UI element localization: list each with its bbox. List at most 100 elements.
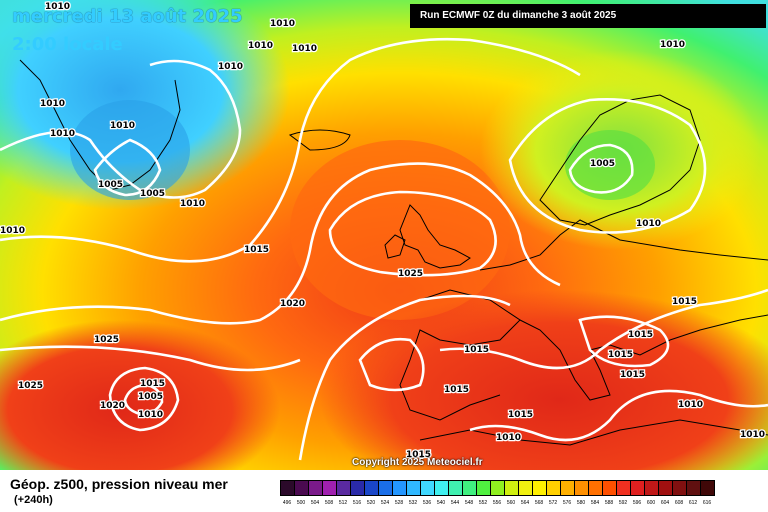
south-warm-area	[320, 290, 768, 470]
scale-swatch	[532, 480, 547, 496]
scale-label: 616	[702, 500, 712, 506]
run-info: Run ECMWF 0Z du dimanche 3 août 2025	[410, 4, 766, 28]
scale-label: 604	[660, 500, 670, 506]
scale-swatch	[434, 480, 449, 496]
isobar-label: 1020	[100, 401, 125, 411]
scandinavia-low-core	[565, 130, 655, 200]
isobar-1020-south	[298, 294, 511, 461]
isobar-1010-low	[123, 383, 164, 416]
copyright: Copyright 2025 Meteociel.fr	[352, 457, 483, 468]
isobar-label: 1015	[244, 245, 269, 255]
isobar-label: 1015	[140, 379, 165, 389]
isobar-1025-west	[0, 345, 301, 372]
isobar-label: 1025	[18, 381, 43, 391]
isobar-label: 1010	[636, 219, 661, 229]
scale-label: 544	[450, 500, 460, 506]
isobar-label: 1010	[660, 40, 685, 50]
isobar-1015-north	[0, 37, 581, 263]
isobar-label: 1010	[270, 19, 295, 29]
isobar-label: 1010	[40, 99, 65, 109]
southwest-warm-area	[0, 320, 280, 470]
isobar-label: 1015	[464, 345, 489, 355]
scale-swatch	[658, 480, 673, 496]
britain-coast	[399, 204, 471, 269]
scale-label: 568	[534, 500, 544, 506]
scale-swatch	[602, 480, 617, 496]
scale-label: 596	[632, 500, 642, 506]
isobar-label: 1010	[218, 62, 243, 72]
legend-footer: Géop. z500, pression niveau mer (+240h) …	[0, 470, 768, 512]
scale-label: 512	[338, 500, 348, 506]
scale-swatch	[644, 480, 659, 496]
isobar-label: 1010	[292, 44, 317, 54]
scale-label: 548	[464, 500, 474, 506]
isobar-label: 1025	[398, 269, 423, 279]
scale-swatch	[378, 480, 393, 496]
isobar-1005-scandinavia	[568, 143, 634, 194]
north-africa-coast	[419, 419, 768, 446]
isobar-label: 1015	[508, 410, 533, 420]
isobar-label: 1015	[608, 350, 633, 360]
scale-swatch	[448, 480, 463, 496]
isobar-labels: 1010 1010 1010 1010 1010 1010 1010 1010 …	[0, 1, 766, 462]
scale-swatch	[406, 480, 421, 496]
scale-label: 592	[618, 500, 628, 506]
scale-label: 560	[506, 500, 516, 506]
isobar-label: 1015	[672, 297, 697, 307]
isobar-label: 1010	[496, 433, 521, 443]
mediterranean-coast	[519, 314, 768, 401]
scale-label: 500	[296, 500, 306, 506]
isobar-1010-scandinavia	[508, 98, 707, 234]
scale-swatch	[392, 480, 407, 496]
isobar-1025-uk	[328, 190, 497, 277]
isobar-label: 1015	[406, 450, 431, 460]
isobar-label: 1015	[444, 385, 469, 395]
isobar-label: 1010	[248, 41, 273, 51]
isobar-1015-balkans	[578, 315, 670, 368]
scale-swatch	[518, 480, 533, 496]
scale-swatch	[616, 480, 631, 496]
scale-label: 600	[646, 500, 656, 506]
isobar-label: 1010	[45, 2, 70, 12]
scale-label: 520	[366, 500, 376, 506]
isobar-label: 1010	[138, 410, 163, 420]
scale-label: 612	[688, 500, 698, 506]
isobar-1015-low	[108, 366, 180, 432]
scale-label: 504	[310, 500, 320, 506]
ireland-coast	[384, 234, 406, 259]
isobar-1010-west	[0, 59, 242, 199]
scale-label: 496	[282, 500, 292, 506]
isobars	[0, 37, 768, 461]
isobar-label: 1010	[50, 129, 75, 139]
isobar-label: 1010	[678, 400, 703, 410]
scale-label: 528	[394, 500, 404, 506]
map-canvas: 1010 1010 1010 1010 1010 1010 1010 1010 …	[0, 0, 768, 470]
scale-label: 580	[576, 500, 586, 506]
scale-label: 508	[324, 500, 334, 506]
scale-label: 552	[478, 500, 488, 506]
scandinavia-coast	[539, 94, 701, 226]
coastlines	[19, 59, 768, 446]
forecast-date: mercredi 13 août 2025	[12, 6, 243, 27]
color-scale-labels: 496 500 504 508 512 516 520 524 528 532 536 540 544 5…	[280, 500, 714, 506]
isobar-label: 1015	[628, 330, 653, 340]
isobar-1015-med	[439, 288, 768, 370]
isobar-label: 1005	[98, 180, 123, 190]
isobar-label: 1010	[110, 121, 135, 131]
scale-swatch	[280, 480, 295, 496]
forecast-time: 2:00 locale	[12, 34, 123, 55]
scale-swatch	[546, 480, 561, 496]
isobar-label: 1005	[138, 392, 163, 402]
legend-title: Géop. z500, pression niveau mer	[10, 476, 228, 492]
isobar-label: 1020	[280, 299, 305, 309]
weather-map: 1010 1010 1010 1010 1010 1010 1010 1010 …	[0, 0, 768, 470]
scale-swatch	[504, 480, 519, 496]
scale-swatch	[630, 480, 645, 496]
isobar-label: 1010	[740, 430, 765, 440]
scale-swatch	[476, 480, 491, 496]
scale-label: 524	[380, 500, 390, 506]
scale-label: 584	[590, 500, 600, 506]
isobar-label: 1010	[180, 199, 205, 209]
north-europe-coast	[479, 219, 768, 271]
scale-label: 588	[604, 500, 614, 506]
